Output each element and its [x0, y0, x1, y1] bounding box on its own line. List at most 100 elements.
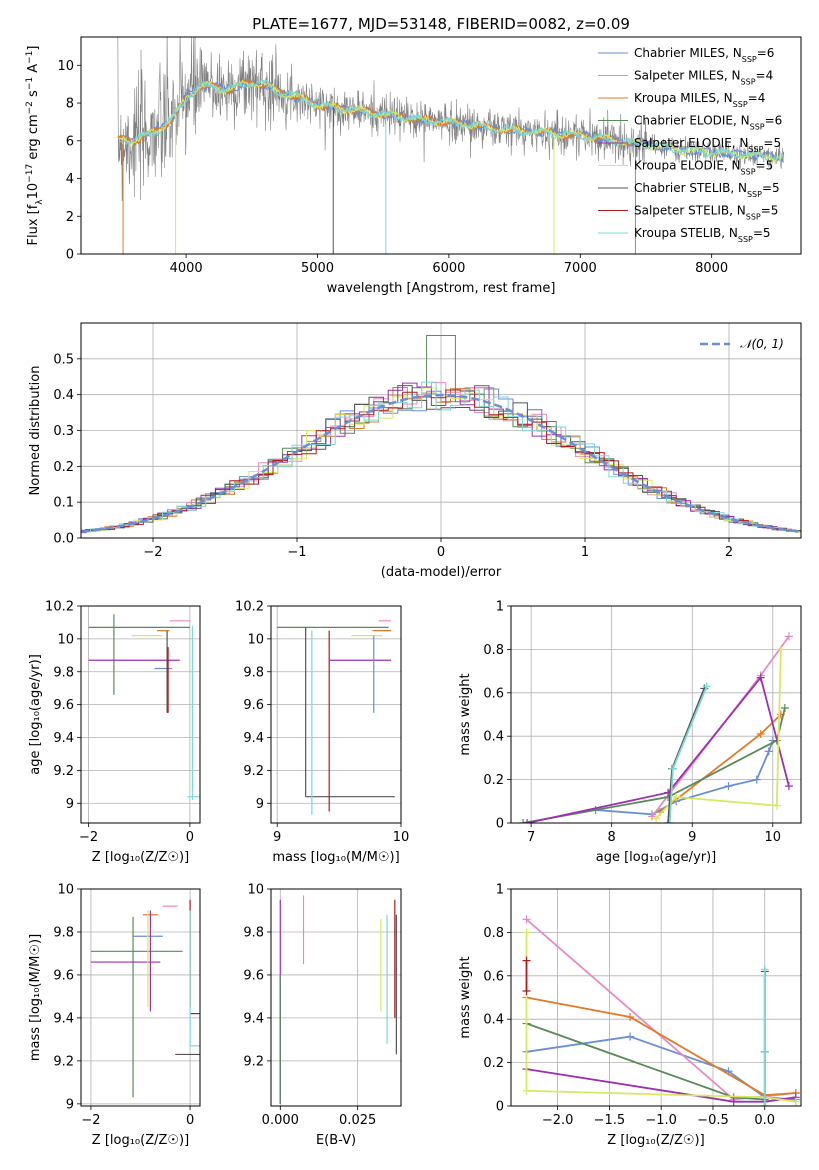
weight_vs_Z-xtick-label: −1.0: [645, 1113, 677, 1128]
residuals-xtick-label: 0: [437, 545, 445, 560]
weight_vs_age-marker-5-0: [652, 814, 660, 823]
spectrum-ytick-label: 6: [66, 134, 74, 149]
age_vs_mass-ytick-label: 9.8: [243, 665, 264, 680]
weight_vs_age-marker-1-0: [647, 812, 656, 821]
weight_vs_Z-marker-8-0: [522, 956, 531, 965]
weight_vs_Z-ytick-label: 1: [496, 883, 504, 898]
spectrum-ytick-label: 8: [66, 97, 74, 112]
spectrum-axes: [117, 37, 785, 254]
mass_vs_Z-ytick-label: 10: [57, 883, 74, 898]
spectrum-xtick-label: 8000: [695, 261, 728, 276]
spectrum-xlabel: wavelength [Angstrom, rest frame]: [327, 281, 556, 296]
mass_vs_Z-ylabel: mass [log₁₀(M/M☉)]: [28, 934, 43, 1061]
weight_vs_Z-ytick-label: 0.2: [483, 1056, 504, 1071]
weight_vs_Z-ytick-label: 0: [496, 1100, 504, 1115]
weight_vs_age-xtick-label: 7: [527, 830, 535, 845]
residuals-ytick-label: 0.0: [53, 532, 74, 547]
age_vs_Z-ytick-label: 10: [57, 632, 74, 647]
weight_vs_age-series-3: [522, 707, 786, 823]
legend-label-0: Chabrier MILES, NSSP=6: [634, 46, 774, 64]
mass_vs_Z-frame: [80, 888, 201, 1107]
spectrum-ytick-label: 4: [66, 172, 74, 187]
weight_vs_age-frame: [510, 605, 802, 824]
mass_vs_Z-ytick-label: 9.4: [53, 1011, 74, 1026]
weight_vs_age-marker-5-3: [776, 645, 785, 654]
weight_vs_age-marker-7-2: [702, 682, 711, 691]
legend-label-5: Kroupa ELODIE, NSSP=5: [634, 159, 773, 177]
weight_vs_Z-xtick-label: −2.0: [542, 1113, 574, 1128]
weight_vs_age-ytick-label: 0.4: [483, 730, 504, 745]
age_vs_Z-ytick-label: 9: [66, 797, 74, 812]
residuals-xtick-label: −1: [287, 545, 306, 560]
mass_vs_EBV-xtick-label: 0.000: [262, 1113, 299, 1128]
age_vs_Z-ytick-label: 10.2: [45, 600, 74, 615]
residuals-xtick-label: 1: [581, 545, 589, 560]
spectrum-model-c9: [120, 77, 784, 161]
spectrum-xtick-label: 7000: [564, 261, 597, 276]
spectrum-ytick-label: 0: [66, 248, 74, 263]
spectrum-plot-area: [117, 37, 785, 254]
weight_vs_Z-series-2: [526, 996, 796, 1097]
mass_vs_EBV-ytick-label: 9.6: [243, 968, 264, 983]
legend-label-4: Salpeter ELODIE, NSSP=5: [634, 136, 781, 154]
mass_vs_EBV-plot-area: [279, 895, 397, 1104]
mass_vs_Z-axes: [81, 888, 200, 1106]
weight_vs_Z-marker-8-1: [522, 986, 531, 995]
mass_vs_EBV-axes: [271, 888, 401, 1106]
weight_vs_Z-ytick-label: 0.4: [483, 1013, 504, 1028]
mass_vs_EBV-ytick-label: 9.8: [243, 925, 264, 940]
spectrum-xtick-label: 6000: [432, 261, 465, 276]
age_vs_Z-axes: [81, 605, 200, 823]
mass_vs_EBV-xlabel: E(B-V): [316, 1133, 356, 1148]
weight_vs_age-xlabel: age [log₁₀(age/yr)]: [596, 850, 717, 865]
weight_vs_age-marker-7-0: [665, 819, 674, 823]
weight_vs_Z-xtick-label: −0.5: [697, 1113, 729, 1128]
weight_vs_Z-axes: [511, 888, 801, 1107]
figure-title: PLATE=1677, MJD=53148, FIBERID=0082, z=0…: [252, 15, 630, 33]
residuals-ytick-label: 0.1: [53, 496, 74, 511]
age_vs_mass-ytick-label: 9.2: [243, 764, 264, 779]
mass_vs_EBV-frame: [270, 888, 402, 1107]
mass_vs_Z-xlabel: Z [log₁₀(Z/Z☉)]: [92, 1133, 189, 1148]
residuals-ytick-label: 0.5: [53, 352, 74, 367]
spectrum-xtick-label: 4000: [170, 261, 203, 276]
spectrum-frame: [80, 36, 802, 255]
mass_vs_Z-ytick-label: 9.6: [53, 968, 74, 983]
age_vs_mass-xlabel: mass [log₁₀(M/M☉)]: [272, 850, 399, 865]
age_vs_Z-ytick-label: 9.4: [53, 731, 74, 746]
residuals-axes: [81, 323, 801, 539]
weight_vs_age-marker-0-3: [724, 782, 733, 791]
legend-label-2: Kroupa MILES, NSSP=4: [634, 91, 765, 109]
weight_vs_age-marker-6-0: [664, 819, 673, 823]
age_vs_Z-plot-area: [88, 614, 200, 800]
weight_vs_age-marker-4-0: [523, 819, 532, 823]
legend-label-6: Chabrier STELIB, NSSP=5: [634, 181, 780, 199]
weight_vs_age-marker-0-5: [764, 747, 773, 756]
weight_vs_Z-ytick-label: 0.8: [483, 926, 504, 941]
age_vs_mass-ytick-label: 9.6: [243, 698, 264, 713]
age_vs_mass-ytick-label: 10: [247, 632, 264, 647]
weight_vs_age-xtick-label: 9: [688, 830, 696, 845]
weight_vs_age-series-4: [526, 675, 790, 823]
weight_vs_age-axes: [511, 605, 801, 824]
weight_vs_age-marker-3-3: [780, 703, 789, 712]
weight_vs_Z-ytick-label: 0.6: [483, 969, 504, 984]
age_vs_Z-xtick-label: −2: [79, 830, 98, 845]
weight_vs_Z-marker-2-1: [626, 1013, 635, 1022]
age_vs_Z-ytick-label: 9.8: [53, 665, 74, 680]
weight_vs_Z-marker-7-2: [760, 1102, 769, 1106]
weight_vs_age-marker-4-3: [784, 782, 793, 791]
weight_vs_age-xtick-label: 8: [608, 830, 616, 845]
age_vs_mass-frame: [270, 605, 402, 824]
weight_vs_Z-xlabel: Z [log₁₀(Z/Z☉)]: [607, 1133, 704, 1148]
mass_vs_Z-xtick-label: 0: [186, 1113, 194, 1128]
spectrum-xtick-label: 5000: [301, 261, 334, 276]
weight_vs_Z-ylabel: mass weight: [458, 956, 473, 1038]
residuals-ytick-label: 0.2: [53, 460, 74, 475]
weight_vs_age-plot-area: [519, 632, 793, 823]
mass_vs_EBV-xtick-label: 0.025: [339, 1113, 376, 1128]
weight_vs_Z-marker-0-1: [626, 1032, 635, 1041]
age_vs_mass-xtick-label: 9: [273, 830, 281, 845]
weight_vs_Z-plot-area: [522, 915, 800, 1106]
weight_vs_Z-marker-4-1: [729, 1097, 738, 1106]
